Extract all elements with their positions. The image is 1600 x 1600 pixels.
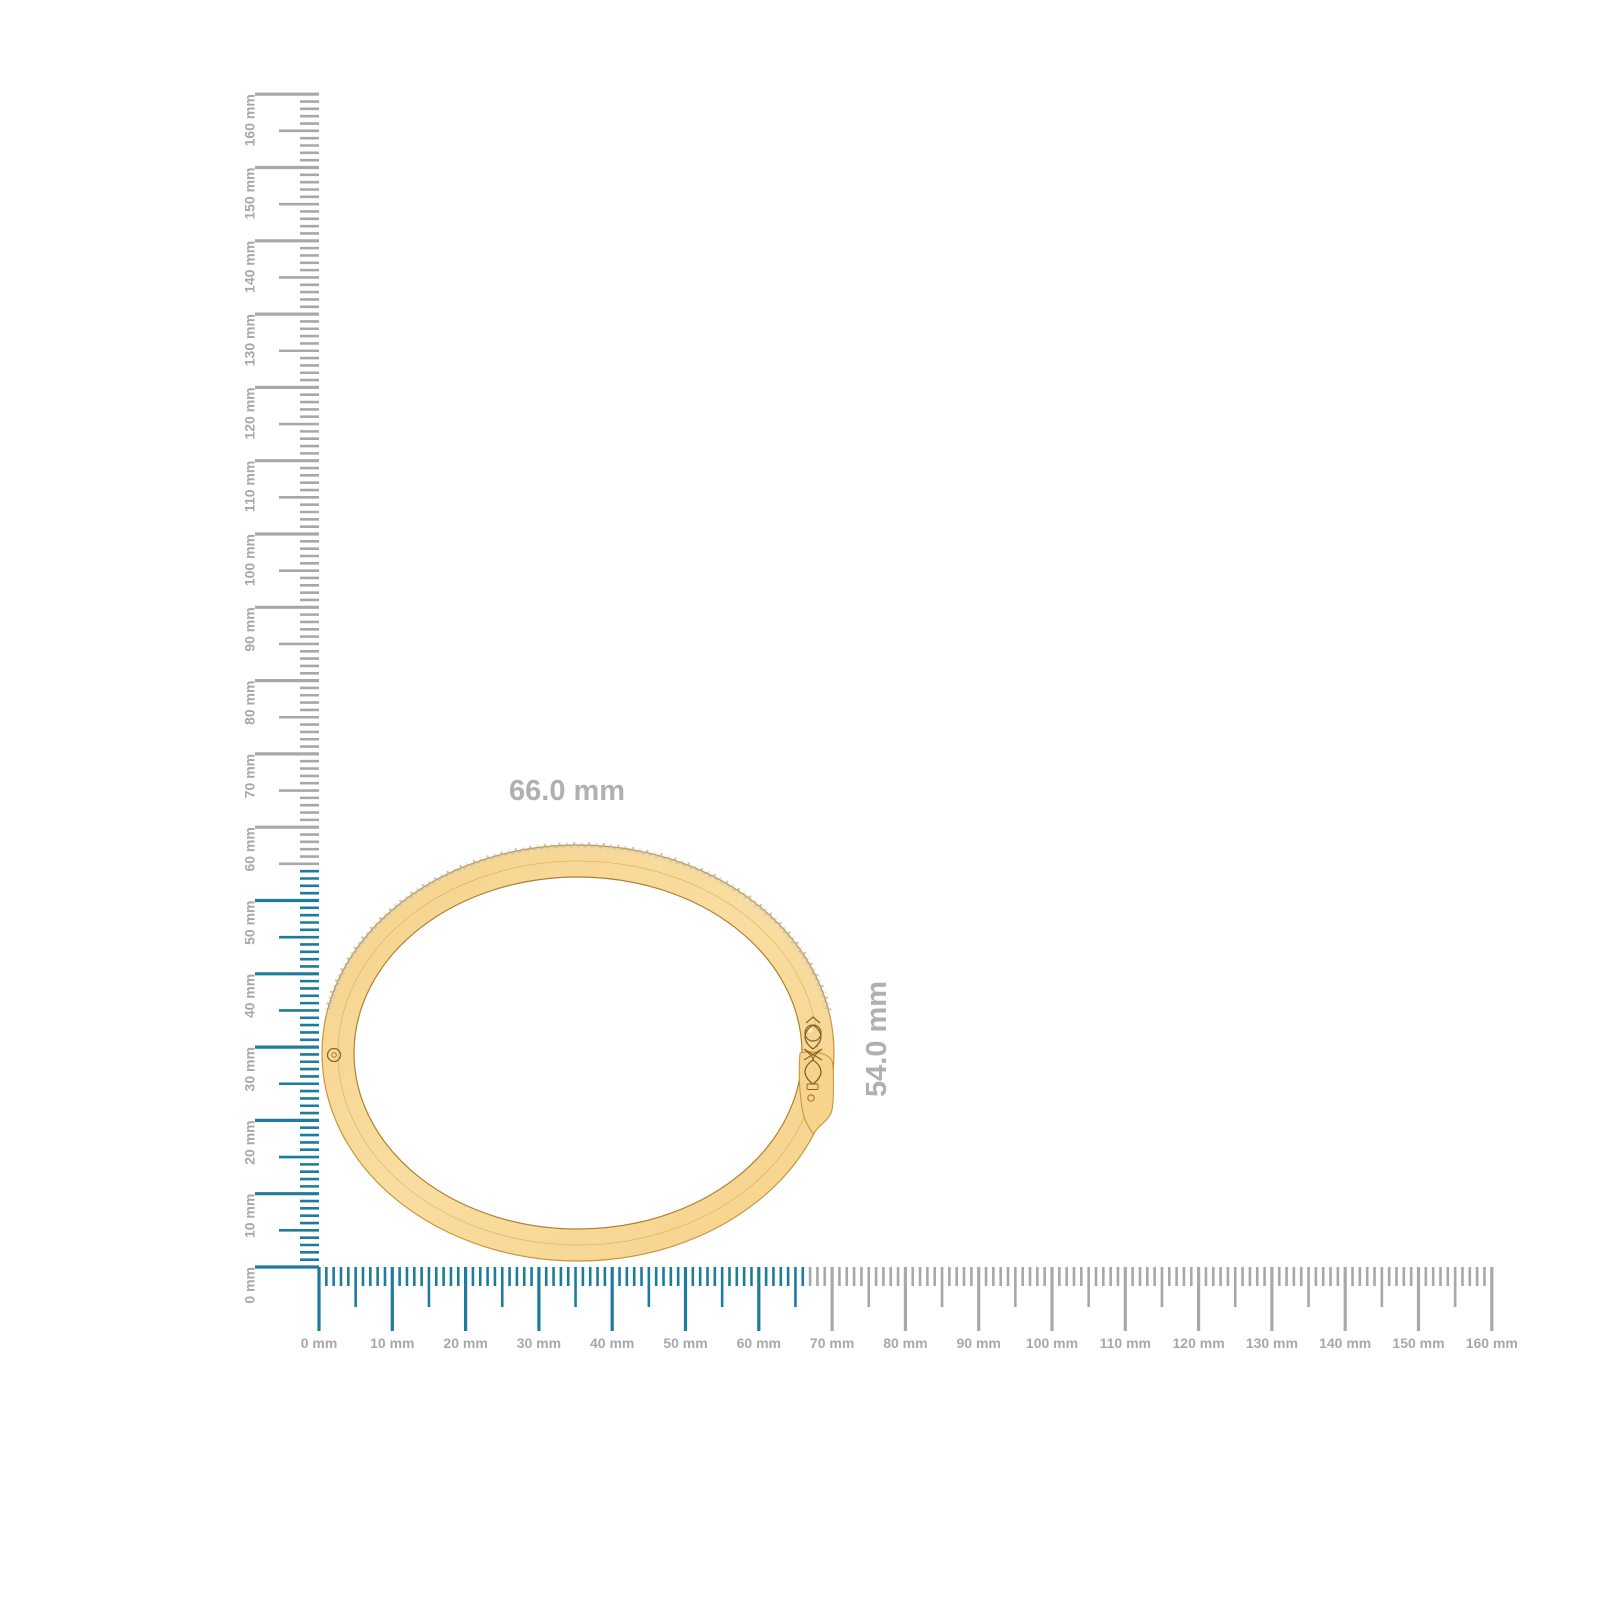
svg-text:20 mm: 20 mm — [242, 1120, 258, 1164]
svg-text:66.0 mm: 66.0 mm — [509, 775, 625, 807]
svg-text:160 mm: 160 mm — [242, 94, 258, 146]
svg-text:20 mm: 20 mm — [443, 1335, 487, 1351]
svg-text:0 mm: 0 mm — [242, 1267, 258, 1304]
svg-text:140 mm: 140 mm — [1319, 1335, 1371, 1351]
svg-text:120 mm: 120 mm — [242, 387, 258, 439]
svg-text:40 mm: 40 mm — [590, 1335, 634, 1351]
svg-text:150 mm: 150 mm — [242, 168, 258, 220]
svg-text:130 mm: 130 mm — [242, 314, 258, 366]
svg-text:10 mm: 10 mm — [242, 1194, 258, 1238]
svg-text:90 mm: 90 mm — [242, 607, 258, 651]
svg-text:100 mm: 100 mm — [1026, 1335, 1078, 1351]
svg-text:70 mm: 70 mm — [810, 1335, 854, 1351]
svg-text:60 mm: 60 mm — [737, 1335, 781, 1351]
svg-text:50 mm: 50 mm — [242, 901, 258, 945]
svg-text:130 mm: 130 mm — [1246, 1335, 1298, 1351]
svg-text:54.0 mm: 54.0 mm — [861, 981, 893, 1097]
svg-text:30 mm: 30 mm — [242, 1047, 258, 1091]
svg-text:70 mm: 70 mm — [242, 754, 258, 798]
svg-text:160 mm: 160 mm — [1466, 1335, 1518, 1351]
svg-text:40 mm: 40 mm — [242, 974, 258, 1018]
svg-text:0 mm: 0 mm — [301, 1335, 338, 1351]
svg-text:80 mm: 80 mm — [242, 681, 258, 725]
svg-text:140 mm: 140 mm — [242, 241, 258, 293]
svg-text:110 mm: 110 mm — [1100, 1335, 1151, 1351]
svg-text:80 mm: 80 mm — [883, 1335, 927, 1351]
svg-text:10 mm: 10 mm — [370, 1335, 414, 1351]
svg-text:90 mm: 90 mm — [957, 1335, 1001, 1351]
svg-text:30 mm: 30 mm — [517, 1335, 561, 1351]
svg-text:50 mm: 50 mm — [663, 1335, 707, 1351]
svg-text:60 mm: 60 mm — [242, 827, 258, 871]
svg-text:150 mm: 150 mm — [1392, 1335, 1444, 1351]
svg-text:120 mm: 120 mm — [1173, 1335, 1225, 1351]
svg-text:100 mm: 100 mm — [242, 534, 258, 586]
svg-text:110 mm: 110 mm — [242, 461, 258, 512]
